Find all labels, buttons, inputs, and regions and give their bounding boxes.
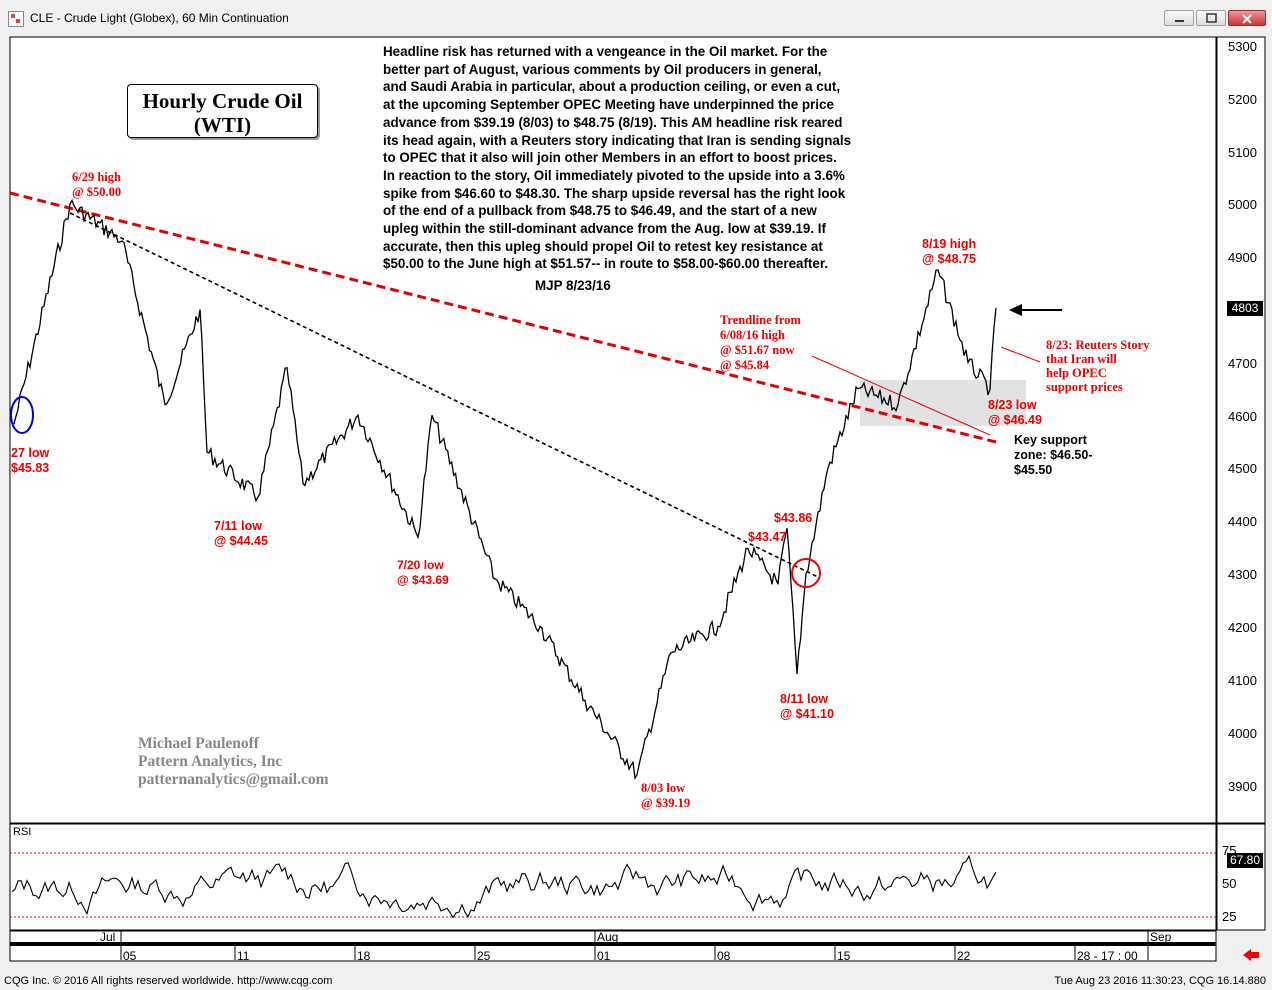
ann-low-0803: 8/03 low @ $39.19: [641, 781, 691, 810]
ann-low-0811: 8/11 low @ $41.10: [780, 692, 834, 721]
breakout-circle-red: [791, 558, 821, 588]
status-bar: CQG Inc. © 2016 All rights reserved worl…: [0, 972, 1272, 990]
ytick-4600: 4600: [1228, 409, 1257, 424]
trendline-red: [9, 191, 997, 444]
price-panel: [9, 36, 1217, 824]
ytick-4700: 4700: [1228, 356, 1257, 371]
last-price-marker: 4803: [1227, 301, 1263, 316]
ytick-3900: 3900: [1228, 779, 1257, 794]
commentary-text: Headline risk has returned with a vengea…: [383, 44, 852, 272]
signature: MJP 8/23/16: [535, 278, 611, 293]
ann-low-0627: 27 low $45.83: [11, 446, 50, 475]
rsi-series-line: [11, 854, 997, 919]
ytick-4200: 4200: [1228, 620, 1257, 635]
minimize-icon: [1175, 20, 1184, 22]
rsi-tick-25: 25: [1222, 909, 1237, 924]
ann-low-0823: 8/23 low @ $46.49: [988, 398, 1042, 427]
ytick-4900: 4900: [1228, 250, 1257, 265]
window-titlebar: CLE - Crude Light (Globex), 60 Min Conti…: [0, 0, 1272, 36]
chart-title-box: Hourly Crude Oil (WTI): [127, 84, 318, 138]
ann-high-0629: 6/29 high @ $50.00: [72, 170, 122, 199]
maximize-button[interactable]: [1196, 10, 1226, 26]
ann-high-0819: 8/19 high @ $48.75: [922, 237, 977, 266]
xday-08: 08: [717, 949, 731, 963]
rsi-last-value: 67.80: [1227, 853, 1263, 868]
ann-trendline-note: Trendline from 6/08/16 high @ $51.67 now…: [720, 313, 801, 372]
xday-11: 11: [237, 949, 250, 963]
ytick-4400: 4400: [1228, 514, 1257, 529]
xmonth-sep: Sep: [1150, 930, 1172, 944]
ann-reuters-note: 8/23: Reuters Story that Iran will help …: [1046, 338, 1150, 394]
xday-18: 18: [357, 949, 371, 963]
ann-support-note: Key support zone: $46.50- $45.50: [1014, 433, 1093, 477]
xday-05: 05: [123, 949, 137, 963]
trendline-black: [69, 212, 821, 579]
xday-22: 22: [957, 949, 971, 963]
rsi-panel: [9, 823, 1217, 931]
xday-01: 01: [597, 949, 611, 963]
scroll-back-arrow-icon[interactable]: [1241, 948, 1261, 962]
rsi-label: RSI: [13, 826, 32, 838]
app-icon: [8, 11, 24, 27]
minimize-button[interactable]: [1164, 10, 1194, 26]
ann-peak-4386: $43.86: [774, 511, 813, 525]
ytick-5300: 5300: [1228, 39, 1257, 54]
trendline-pointer: [811, 355, 991, 436]
ytick-4300: 4300: [1228, 567, 1257, 582]
price-axis: [1216, 36, 1266, 824]
support-zone: [860, 380, 1026, 426]
ytick-4100: 4100: [1228, 673, 1257, 688]
status-copyright: CQG Inc. © 2016 All rights reserved worl…: [4, 975, 333, 987]
ytick-4500: 4500: [1228, 461, 1257, 476]
xday-28: 28 - 17 : 00: [1077, 949, 1138, 963]
low-circle-blue: [10, 396, 34, 434]
rsi-tick-50: 50: [1222, 876, 1237, 891]
rsi-axis: [1216, 823, 1266, 931]
left-arrow-icon: [1009, 304, 1022, 316]
author-credit: Michael Paulenoff Pattern Analytics, Inc…: [138, 735, 329, 788]
close-button[interactable]: [1228, 10, 1266, 26]
close-icon: [1242, 14, 1252, 24]
ann-low-0720: 7/20 low @ $43.69: [397, 558, 449, 587]
window-title: CLE - Crude Light (Globex), 60 Min Conti…: [30, 11, 289, 25]
ytick-5000: 5000: [1228, 197, 1257, 212]
ann-peak-4347: $43.47: [748, 530, 787, 544]
xmonth-jul: Jul: [100, 930, 116, 944]
ytick-4000: 4000: [1228, 726, 1257, 741]
reuters-pointer: [1000, 346, 1041, 363]
status-timestamp: Tue Aug 23 2016 11:30:23, CQG 16.14.880: [1054, 975, 1266, 987]
xday-15: 15: [837, 949, 851, 963]
price-series-line: [13, 198, 997, 781]
xday-25: 25: [477, 949, 491, 963]
maximize-icon: [1206, 13, 1217, 23]
ytick-5200: 5200: [1228, 92, 1257, 107]
ytick-5100: 5100: [1228, 145, 1257, 160]
ann-low-0711: 7/11 low @ $44.45: [214, 519, 268, 548]
xmonth-aug: Aug: [597, 930, 619, 944]
